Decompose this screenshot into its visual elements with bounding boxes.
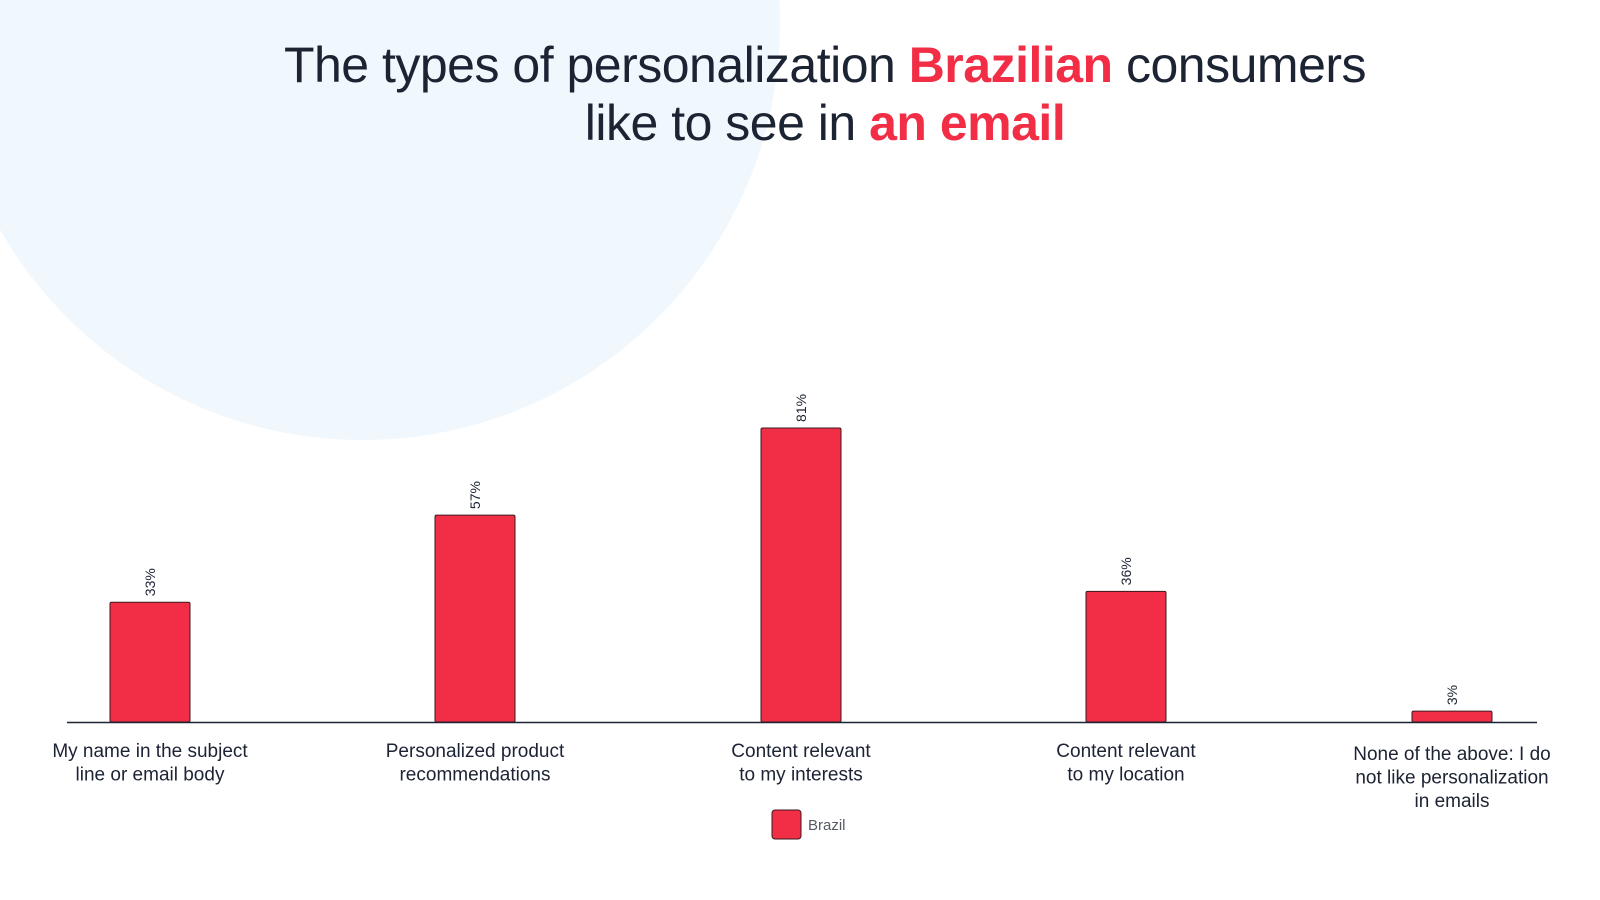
bar <box>109 601 191 723</box>
legend-swatch <box>771 809 802 840</box>
data-label: 36% <box>1118 557 1134 585</box>
bar <box>1085 590 1167 723</box>
x-tick-label: None of the above: I do <box>1353 744 1551 765</box>
bar <box>760 427 842 723</box>
data-label: 3% <box>1444 685 1460 705</box>
x-tick-label: Personalized product <box>386 741 565 762</box>
x-tick-label: Content relevant <box>1056 741 1196 762</box>
title-text-part: like to see in <box>584 95 870 151</box>
x-tick-label: My name in the subject <box>52 741 248 762</box>
data-label: 33% <box>142 568 158 596</box>
x-tick-label: to my interests <box>739 765 863 786</box>
title-line-1: The types of personalization Brazilian c… <box>0 36 1600 94</box>
x-tick-label: Content relevant <box>731 741 871 762</box>
chart-title: The types of personalization Brazilian c… <box>0 36 1600 152</box>
title-highlight-email: an email <box>869 95 1066 151</box>
x-tick-label: to my location <box>1067 765 1184 786</box>
data-label: 81% <box>793 394 809 422</box>
bar <box>1411 710 1493 723</box>
x-tick-label: in emails <box>1415 791 1490 812</box>
x-tick-label: not like personalization <box>1355 768 1548 789</box>
bar <box>434 514 516 723</box>
x-tick-label: line or email body <box>76 765 225 786</box>
data-label: 57% <box>467 481 483 509</box>
title-highlight-brazilian: Brazilian <box>908 37 1113 93</box>
legend-label: Brazil <box>808 817 846 834</box>
title-text-part: The types of personalization <box>283 37 909 93</box>
x-tick-label: recommendations <box>399 765 550 786</box>
title-text-part: consumers <box>1112 37 1367 93</box>
title-line-2: like to see in an email <box>0 94 1600 152</box>
